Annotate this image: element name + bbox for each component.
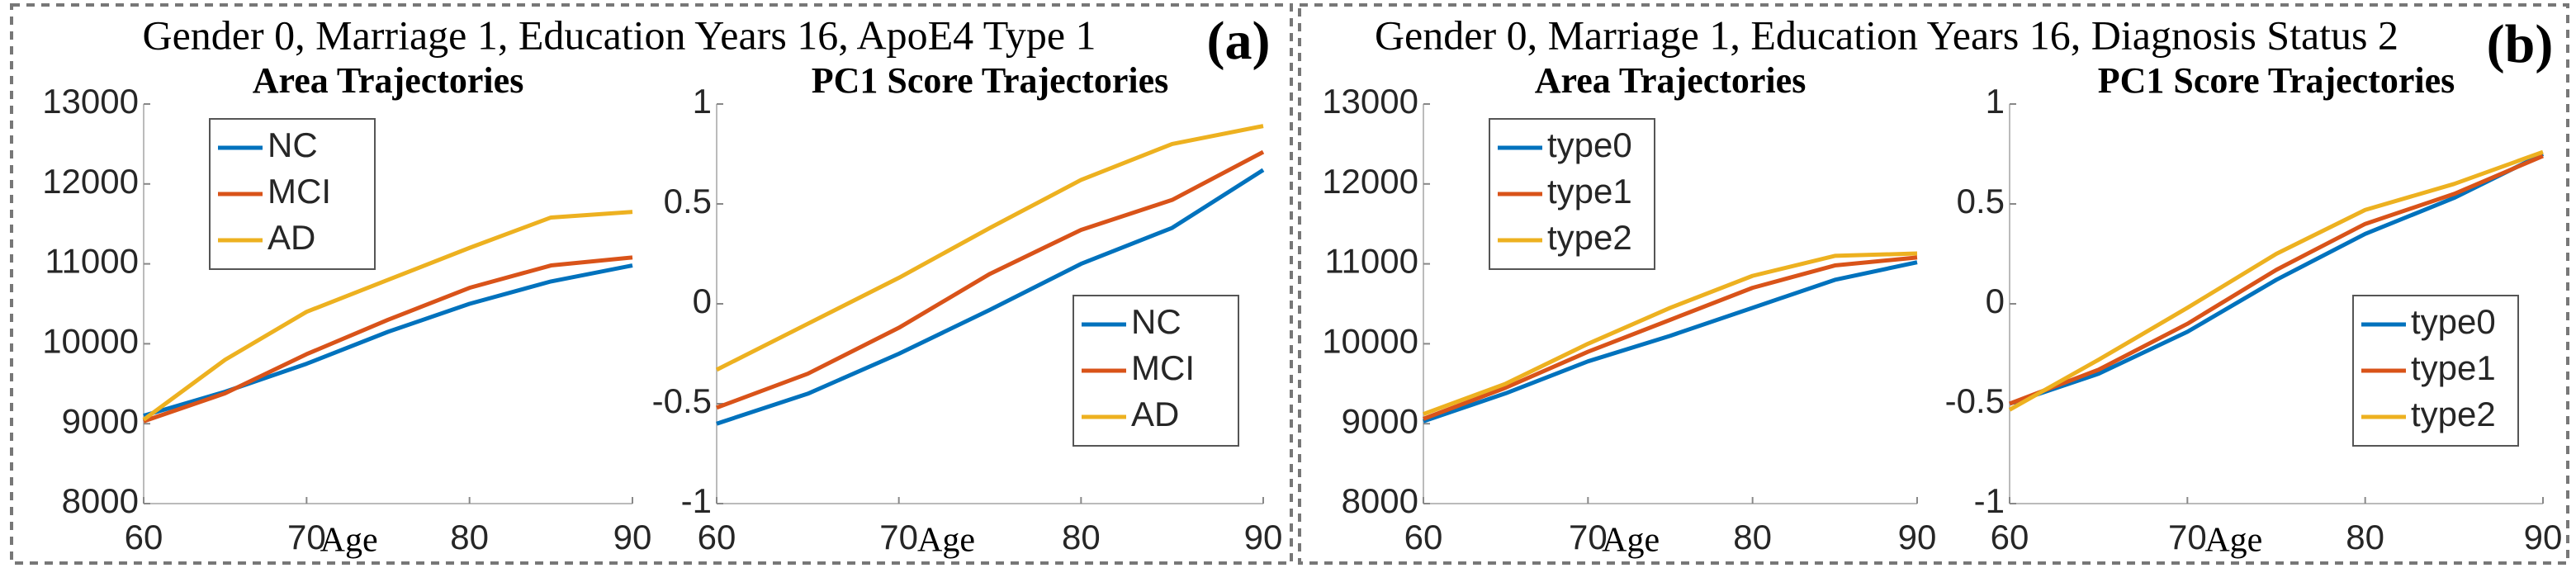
y-tick-label: 11000 xyxy=(45,242,139,281)
y-tick-label: -0.5 xyxy=(1945,381,2005,420)
series-line xyxy=(142,210,633,422)
y-tick-label: 1 xyxy=(1986,82,2005,121)
y-tick-label: 10000 xyxy=(1322,321,1418,360)
chart-title: PC1 Score Trajectories xyxy=(2098,60,2455,101)
series-line xyxy=(1423,255,1918,421)
panel-title: Gender 0, Marriage 1, Education Years 16… xyxy=(1375,12,2398,58)
x-tick-label: 70 xyxy=(1569,518,1608,556)
x-tick-label: 90 xyxy=(2524,518,2563,556)
y-tick-label: 0 xyxy=(693,282,712,320)
x-tick-label: 80 xyxy=(450,518,489,556)
x-tick-label: 70 xyxy=(287,518,326,556)
y-tick-label: -1 xyxy=(1974,481,2005,520)
series-line xyxy=(1423,251,1918,416)
x-axis-label: Age xyxy=(917,522,975,560)
y-tick-label: 13000 xyxy=(1322,82,1418,121)
x-axis-label: Age xyxy=(1602,522,1660,560)
y-tick-label: -0.5 xyxy=(652,381,712,420)
x-tick-label: 90 xyxy=(1898,518,1937,556)
series-line xyxy=(716,149,1265,410)
legend-box xyxy=(209,118,376,270)
series-line xyxy=(1423,260,1918,424)
y-tick-label: 0 xyxy=(1986,282,2005,320)
y-tick-label: 10000 xyxy=(42,321,139,360)
y-tick-label: 9000 xyxy=(62,401,139,440)
x-tick-label: 90 xyxy=(1244,518,1283,556)
x-tick-label: 70 xyxy=(879,518,918,556)
legend-label: type1 xyxy=(1547,172,1632,211)
legend-label: type0 xyxy=(1547,125,1632,164)
x-axis-label: Age xyxy=(2204,522,2262,560)
legend-label: type2 xyxy=(2411,395,2496,433)
series-line xyxy=(716,168,1265,426)
panel-label: (a) xyxy=(1207,11,1271,71)
series-line xyxy=(143,255,633,424)
legend-label: type2 xyxy=(1547,218,1632,257)
series-line xyxy=(143,263,633,418)
series-line xyxy=(2008,149,2544,412)
legend-label: type1 xyxy=(2411,348,2496,387)
y-tick-label: -1 xyxy=(681,481,712,520)
legend-label: type0 xyxy=(2411,302,2496,341)
panel-border xyxy=(10,3,1293,565)
y-tick-label: 0.5 xyxy=(664,182,712,220)
x-tick-label: 60 xyxy=(698,518,736,556)
x-tick-label: 60 xyxy=(125,518,163,556)
y-tick-label: 9000 xyxy=(1342,401,1418,440)
panel-border xyxy=(1298,3,2569,565)
legend-label: AD xyxy=(1131,395,1179,433)
x-tick-label: 90 xyxy=(613,518,652,556)
y-tick-label: 13000 xyxy=(42,82,139,121)
legend-label: AD xyxy=(268,218,315,257)
legend-label: MCI xyxy=(1131,348,1195,387)
x-tick-label: 60 xyxy=(1991,518,2029,556)
y-tick-label: 11000 xyxy=(1324,242,1418,281)
y-tick-label: 1 xyxy=(693,82,712,121)
x-axis-label: Age xyxy=(320,522,378,560)
panel-title: Gender 0, Marriage 1, Education Years 16… xyxy=(142,12,1096,58)
x-tick-label: 80 xyxy=(1062,518,1101,556)
legend-label: NC xyxy=(268,125,318,164)
y-tick-label: 12000 xyxy=(42,162,139,201)
x-tick-label: 60 xyxy=(1404,518,1443,556)
y-tick-label: 8000 xyxy=(1342,481,1418,520)
legend-label: NC xyxy=(1131,302,1181,341)
series-line xyxy=(2009,152,2545,406)
panel-label: (b) xyxy=(2487,14,2554,74)
series-line xyxy=(715,124,1264,372)
chart-title: Area Trajectories xyxy=(253,60,524,101)
chart-title: Area Trajectories xyxy=(1535,60,1807,101)
y-tick-label: 12000 xyxy=(1322,162,1418,201)
y-tick-label: 8000 xyxy=(62,481,139,520)
y-tick-label: 0.5 xyxy=(1957,182,2005,220)
series-line xyxy=(2009,154,2544,406)
chart-title: PC1 Score Trajectories xyxy=(812,60,1169,101)
x-tick-label: 80 xyxy=(1733,518,1772,556)
x-tick-label: 70 xyxy=(2168,518,2207,556)
x-tick-label: 80 xyxy=(2346,518,2384,556)
legend-label: MCI xyxy=(268,172,331,211)
